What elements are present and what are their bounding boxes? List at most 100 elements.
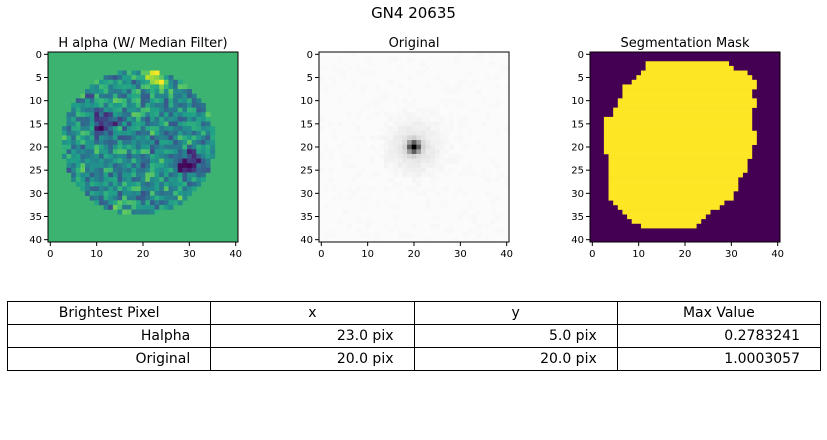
heatmap-cell	[154, 102, 160, 108]
heatmap-cell	[337, 70, 343, 76]
heatmap-cell	[112, 75, 118, 81]
heatmap-cell	[182, 116, 188, 122]
heatmap-cell	[154, 153, 160, 159]
heatmap-cell	[177, 126, 183, 132]
heatmap-cell	[196, 140, 202, 145]
heatmap-cell	[75, 112, 81, 118]
heatmap-cell	[117, 70, 123, 76]
heatmap-cell	[140, 70, 146, 76]
heatmap-cell	[177, 130, 183, 136]
heatmap-cell	[369, 135, 375, 141]
heatmap-cell	[66, 112, 72, 118]
heatmap-cell	[168, 158, 174, 164]
heatmap-cell	[191, 172, 197, 178]
heatmap-cell	[108, 75, 114, 81]
mask-row	[622, 84, 757, 90]
heatmap-cell	[200, 130, 206, 136]
heatmap-cell	[177, 121, 183, 127]
heatmap-cell	[173, 181, 179, 187]
heatmap-cell	[397, 144, 403, 150]
heatmap-cell	[145, 149, 151, 155]
heatmap-cell	[177, 89, 183, 95]
mask-row	[608, 181, 739, 187]
heatmap-cell	[71, 172, 77, 178]
heatmap-cell	[328, 153, 334, 159]
heatmap-cell	[196, 130, 202, 136]
heatmap-cell	[397, 181, 403, 187]
heatmap-cell	[416, 130, 422, 136]
heatmap-cell	[407, 163, 412, 169]
heatmap-cell	[388, 167, 394, 173]
x-tick-label: 40	[229, 249, 242, 260]
heatmap-cell	[136, 186, 141, 192]
heatmap-cell	[360, 84, 366, 90]
heatmap-cell	[379, 107, 385, 113]
heatmap-cell	[425, 130, 431, 136]
heatmap-cell	[369, 158, 375, 164]
heatmap-cell	[103, 172, 109, 178]
halpha-title: H alpha (W/ Median Filter)	[58, 36, 227, 51]
heatmap-cell	[430, 223, 436, 229]
heatmap-cell	[434, 112, 440, 118]
heatmap-cell	[481, 52, 487, 57]
heatmap-cell	[98, 107, 104, 113]
heatmap-cell	[80, 186, 86, 192]
heatmap-cell	[136, 144, 141, 150]
heatmap-cell	[80, 144, 86, 150]
heatmap-cell	[425, 172, 431, 178]
heatmap-cell	[388, 135, 394, 141]
heatmap-cell	[159, 191, 165, 196]
heatmap-cell	[407, 130, 412, 136]
heatmap-cell	[122, 163, 128, 169]
heatmap-cell	[420, 149, 426, 155]
heatmap-cell	[187, 93, 192, 99]
heatmap-cell	[80, 135, 86, 141]
heatmap-cell	[154, 126, 160, 132]
heatmap-cell	[66, 135, 72, 141]
heatmap-cell	[490, 195, 496, 201]
heatmap-cell	[80, 172, 86, 178]
heatmap-cell	[444, 149, 450, 155]
heatmap-cell	[411, 98, 417, 104]
heatmap-cell	[108, 158, 114, 164]
heatmap-cell	[319, 116, 324, 122]
heatmap-cell	[369, 153, 375, 159]
heatmap-cell	[411, 112, 417, 118]
heatmap-cell	[126, 130, 132, 136]
heatmap-cell	[149, 112, 155, 118]
heatmap-cell	[136, 116, 141, 122]
heatmap-cell	[458, 214, 463, 220]
heatmap-cell	[103, 116, 109, 122]
heatmap-cell	[420, 70, 426, 76]
heatmap-cell	[80, 116, 86, 122]
heatmap-cell	[168, 116, 174, 122]
heatmap-cell	[425, 65, 431, 71]
heatmap-cell	[89, 98, 95, 104]
heatmap-cell	[462, 167, 468, 173]
heatmap-cell	[182, 158, 188, 164]
heatmap-cell	[71, 116, 77, 122]
heatmap-cell	[182, 89, 188, 95]
heatmap-cell	[458, 140, 463, 145]
heatmap-cell	[71, 177, 77, 183]
heatmap-cell	[154, 112, 160, 118]
heatmap-cell	[346, 195, 352, 201]
heatmap-cell	[173, 195, 179, 201]
heatmap-cell	[448, 144, 454, 150]
heatmap-cell	[117, 144, 123, 150]
heatmap-cell	[430, 167, 436, 173]
heatmap-cell	[485, 167, 491, 173]
heatmap-cell	[122, 121, 128, 127]
table-cell: Original	[6, 347, 212, 371]
heatmap-cell	[182, 121, 188, 127]
heatmap-cell	[136, 70, 141, 76]
heatmap-cell	[458, 52, 463, 57]
heatmap-cell	[407, 112, 412, 118]
heatmap-cell	[159, 130, 165, 136]
heatmap-cell	[425, 107, 431, 113]
heatmap-cell	[140, 186, 146, 192]
heatmap-cell	[145, 79, 151, 85]
heatmap-cell	[140, 153, 146, 159]
heatmap-cell	[407, 172, 412, 178]
heatmap-cell	[163, 167, 169, 173]
